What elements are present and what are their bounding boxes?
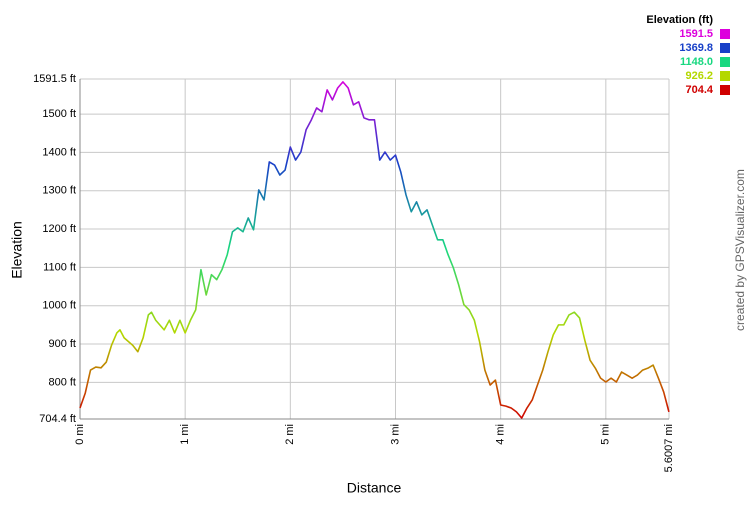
x-tick-label: 2 mi: [284, 424, 296, 445]
y-tick-label: 1591.5 ft: [33, 73, 76, 85]
y-tick-label: 704.4 ft: [39, 413, 76, 425]
y-axis-label: Elevation: [9, 221, 25, 279]
legend-swatch: [720, 85, 730, 95]
y-tick-label: 1300 ft: [42, 185, 76, 197]
x-tick-label: 1 mi: [179, 424, 191, 445]
legend-swatch: [720, 29, 730, 39]
legend-swatch: [720, 57, 730, 67]
y-tick-label: 900 ft: [48, 338, 76, 350]
legend-swatch: [720, 71, 730, 81]
elevation-line: [79, 81, 670, 419]
x-tick-label: 5 mi: [600, 424, 612, 445]
x-axis-label: Distance: [347, 480, 402, 496]
credit: created by GPSVisualizer.com: [733, 169, 747, 331]
y-tick-label: 800 ft: [48, 376, 76, 388]
legend-title: Elevation (ft): [646, 14, 713, 26]
y-tick-label: 1500 ft: [42, 108, 76, 120]
x-tick-label: 3 mi: [389, 424, 401, 445]
x-tick-label: 0 mi: [74, 424, 86, 445]
x-tick-label: 4 mi: [495, 424, 507, 445]
legend-label: 1591.5: [679, 28, 713, 40]
legend-label: 926.2: [685, 70, 713, 82]
y-tick-label: 1000 ft: [42, 300, 76, 312]
y-tick-label: 1200 ft: [42, 223, 76, 235]
legend-label: 1148.0: [680, 56, 713, 68]
legend-label: 1369.8: [679, 42, 713, 54]
x-tick-label: 5.6007 mi: [663, 424, 675, 472]
y-tick-label: 1100 ft: [43, 261, 76, 273]
legend-swatch: [720, 43, 730, 53]
y-tick-label: 1400 ft: [42, 146, 76, 158]
legend-label: 704.4: [685, 84, 713, 96]
